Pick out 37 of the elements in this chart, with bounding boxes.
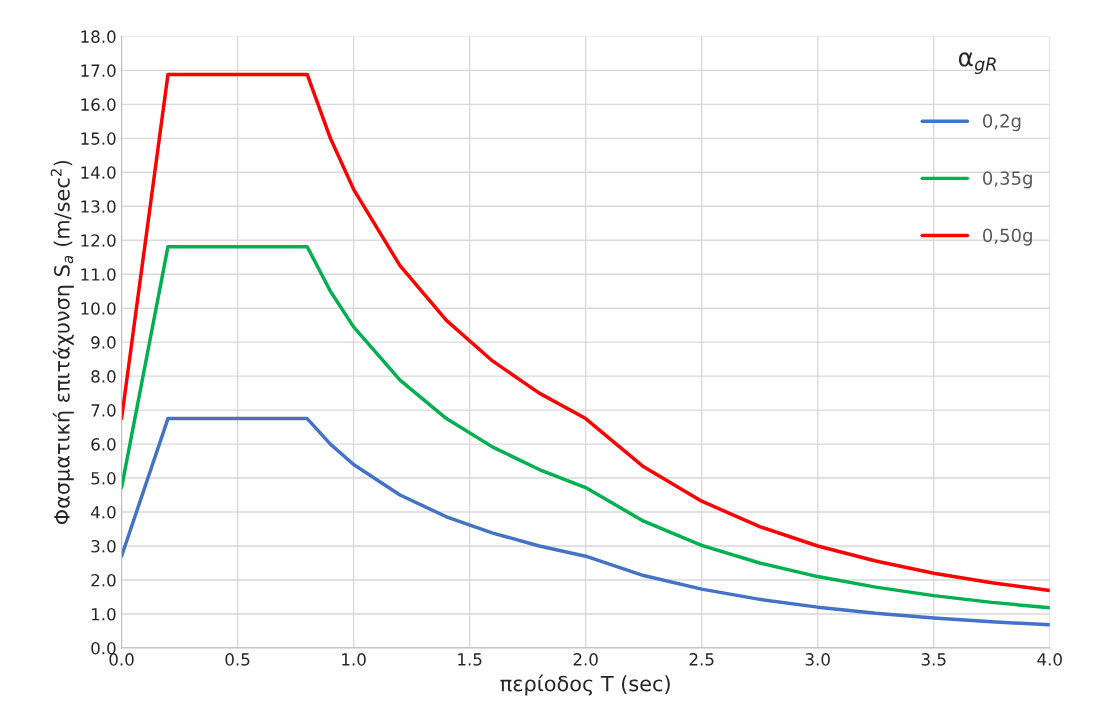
y-tick-label: 3.0: [91, 539, 116, 553]
y-tick-label: 2.0: [91, 573, 116, 587]
legend-label: 0,50g: [983, 228, 1032, 246]
x-tick-label: 3.5: [921, 653, 946, 666]
y-tick-label: 14.0: [81, 166, 116, 179]
y-tick-label: 17.0: [81, 64, 116, 77]
legend-label: 0,2g: [983, 114, 1021, 132]
x-tick-label: 2.0: [573, 653, 598, 666]
x-tick-label: 4.0: [1037, 653, 1062, 666]
y-tick-label: 11.0: [81, 268, 116, 281]
line-series: [121, 244, 1050, 610]
line-series: [121, 416, 1050, 627]
y-tick-label: 18.0: [81, 30, 116, 43]
line-series: [121, 72, 1050, 593]
x-tick-label: 2.5: [689, 653, 714, 666]
x-tick-label: 3.0: [805, 653, 830, 666]
y-tick-label: 9.0: [91, 336, 116, 349]
y-tick-label: 13.0: [81, 200, 116, 213]
x-axis-title: περίοδος T (sec): [500, 674, 670, 696]
y-tick-label: 5.0: [91, 472, 116, 485]
y-tick-label: 8.0: [91, 370, 116, 383]
y-tick-label: 15.0: [81, 132, 116, 145]
y-tick-label: 7.0: [91, 404, 116, 417]
x-tick-label: 1.0: [342, 653, 366, 666]
x-tick-label: 0.0: [109, 653, 134, 666]
y-tick-label: 1.0: [92, 607, 116, 621]
y-tick-label: 16.0: [81, 98, 116, 111]
x-tick-label: 0.5: [225, 653, 250, 666]
y-tick-label: 10.0: [81, 302, 116, 315]
y-axis-title: Φασματική επιτάχυνση S$_{a}$ (m/sec$^{2}$): [50, 160, 74, 525]
y-tick-label: 6.0: [91, 438, 116, 451]
legend-label: 0,35g: [983, 171, 1032, 189]
y-tick-label: 4.0: [91, 505, 116, 519]
y-tick-label: 12.0: [81, 234, 116, 247]
legend-title: α$_{gR}$: [958, 52, 996, 75]
x-tick-label: 1.5: [458, 653, 482, 666]
y-tick-label: 0.0: [91, 641, 116, 655]
